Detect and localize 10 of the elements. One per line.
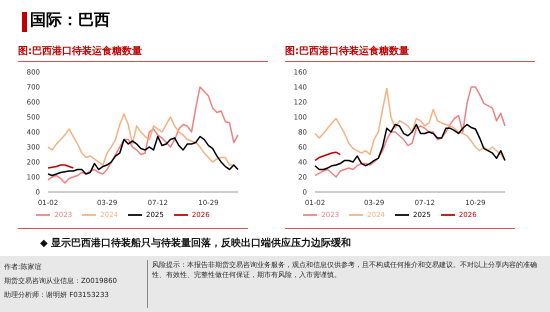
- text: 国际：巴西: [30, 10, 110, 31]
- line-series: [47, 136, 239, 176]
- line-series: [314, 152, 342, 162]
- line-series: [47, 86, 239, 184]
- line-series: [314, 88, 506, 162]
- text: ◆ 显示巴西港口待装船只与待装量回落，反映出口端供应压力边际缓和: [40, 236, 352, 250]
- chart-title: 图:巴西港口待装运食糖数量: [285, 44, 535, 62]
- line-series: [314, 124, 506, 170]
- chart-title: 图:巴西港口待装运食糖数量: [18, 44, 268, 62]
- line-series: [314, 86, 506, 178]
